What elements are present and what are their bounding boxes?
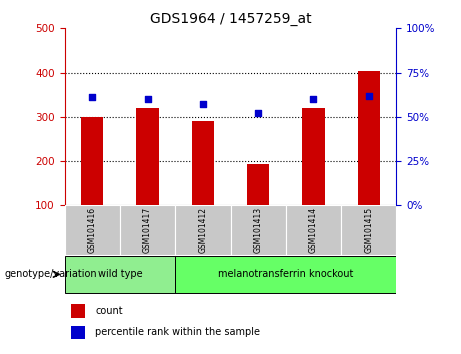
Bar [120, 205, 175, 255]
Text: GSM101413: GSM101413 [254, 207, 263, 253]
Text: wild type: wild type [98, 269, 142, 279]
Bar [71, 326, 85, 339]
Bar [65, 256, 175, 293]
Text: genotype/variation: genotype/variation [5, 269, 97, 279]
Bar [358, 71, 380, 250]
Bar [65, 205, 120, 255]
Point [310, 96, 317, 102]
Bar [71, 304, 85, 318]
Text: GSM101415: GSM101415 [364, 207, 373, 253]
Bar [81, 117, 103, 250]
Bar [286, 205, 341, 255]
Text: count: count [95, 306, 123, 316]
Point [254, 110, 262, 116]
Bar [230, 205, 286, 255]
Point [199, 102, 207, 107]
Point [89, 95, 96, 100]
Point [365, 93, 372, 98]
Bar [341, 205, 396, 255]
Text: melanotransferrin knockout: melanotransferrin knockout [218, 269, 354, 279]
Bar [302, 108, 325, 250]
Text: GSM101412: GSM101412 [198, 207, 207, 253]
Title: GDS1964 / 1457259_at: GDS1964 / 1457259_at [150, 12, 311, 26]
Point [144, 96, 151, 102]
Text: GSM101416: GSM101416 [88, 207, 97, 253]
Bar [175, 205, 230, 255]
Bar [136, 108, 159, 250]
Bar [175, 256, 396, 293]
Bar [192, 121, 214, 250]
Text: GSM101414: GSM101414 [309, 207, 318, 253]
Bar [247, 164, 269, 250]
Text: GSM101417: GSM101417 [143, 207, 152, 253]
Text: percentile rank within the sample: percentile rank within the sample [95, 327, 260, 337]
